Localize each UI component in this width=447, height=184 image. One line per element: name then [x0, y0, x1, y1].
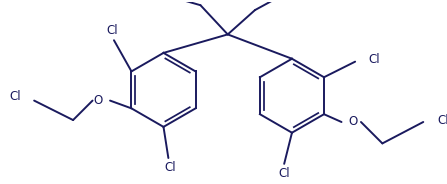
- Text: Cl: Cl: [437, 114, 447, 127]
- Text: Cl: Cl: [106, 24, 118, 37]
- Text: O: O: [349, 116, 358, 128]
- Text: O: O: [94, 94, 103, 107]
- Text: Cl: Cl: [9, 90, 21, 103]
- Text: Cl: Cl: [369, 53, 380, 66]
- Text: Cl: Cl: [164, 161, 176, 174]
- Text: Cl: Cl: [278, 167, 290, 180]
